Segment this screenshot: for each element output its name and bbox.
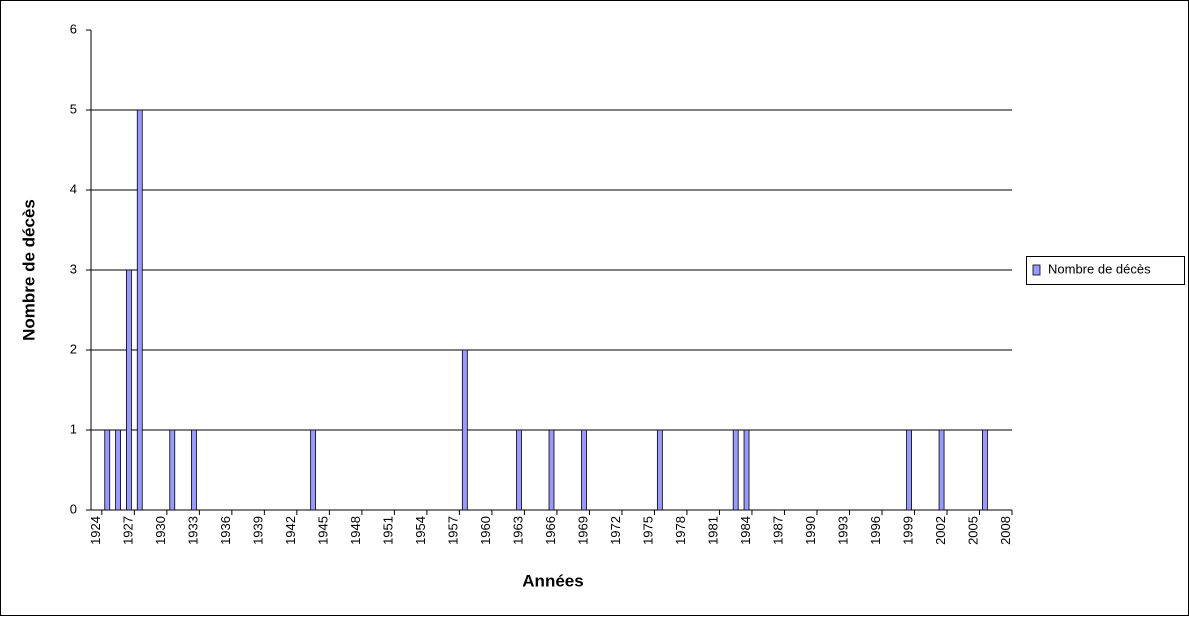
x-tick-label: 1963 [510,516,525,545]
bar [104,429,111,511]
bar [115,429,121,511]
x-tick-label: 1933 [185,516,200,545]
x-tick-label: 1936 [218,516,233,545]
bar [126,269,132,511]
x-tick-label: 1942 [283,516,298,545]
bar [743,429,750,511]
y-tick-label: 6 [70,21,77,36]
y-tick-label: 4 [70,181,77,196]
legend-swatch [1032,264,1041,276]
x-tick-label: 1948 [348,516,363,545]
legend-box [1026,256,1185,285]
x-tick-label: 1981 [705,516,720,545]
x-tick-label: 1990 [803,516,818,545]
bar [191,429,197,511]
x-tick-label: 1927 [120,516,135,545]
bar [548,429,555,511]
x-tick-label: 2005 [966,516,981,545]
y-tick-label: 3 [70,261,77,276]
legend-label: Nombre de décès [1048,261,1151,276]
x-tick-label: 1957 [445,516,460,545]
y-axis-title: Nombre de décès [19,199,38,341]
x-tick-label: 2002 [933,516,948,545]
x-tick-label: 1972 [608,516,623,545]
bar [938,429,945,511]
x-tick-label: 1996 [868,516,883,545]
x-tick-label: 1960 [478,516,493,545]
y-tick-label: 1 [70,421,77,436]
y-tick-label: 2 [70,341,77,356]
bar [656,429,663,511]
y-tick-label: 5 [70,101,77,116]
x-tick-label: 1984 [738,516,753,545]
x-tick-label: 1939 [250,516,265,545]
bar [136,109,143,511]
x-tick-label: 1993 [835,516,850,545]
bar [461,349,468,511]
x-tick-label: 1954 [413,516,428,545]
bar [516,429,522,511]
bar [310,429,317,511]
bar [906,429,912,511]
x-tick-label: 1945 [315,516,330,545]
x-tick-label: 1987 [770,516,785,545]
x-axis-title: Années [522,571,583,590]
x-tick-label: 1951 [380,516,395,545]
bar [581,429,587,511]
bar [982,429,988,511]
x-tick-label: 1975 [640,516,655,545]
y-tick-label: 0 [70,501,77,516]
bar [169,429,176,511]
x-tick-label: 1930 [153,516,168,545]
x-tick-label: 1969 [575,516,590,545]
x-tick-label: 1924 [88,516,103,545]
bar [732,429,739,511]
x-tick-label: 1999 [901,516,916,545]
x-tick-label: 1978 [673,516,688,545]
x-tick-label: 1966 [543,516,558,545]
x-tick-label: 2008 [998,516,1013,545]
